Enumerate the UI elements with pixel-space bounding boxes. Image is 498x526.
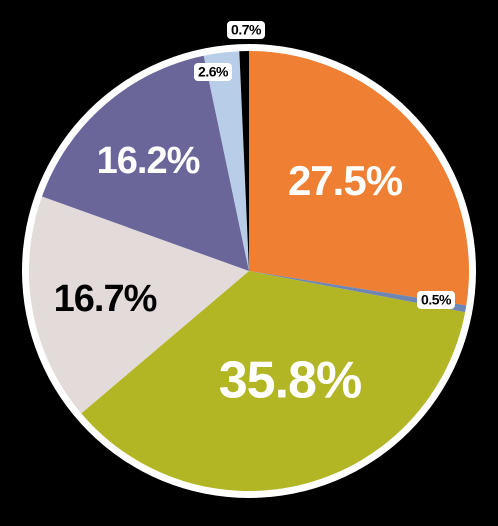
- label-box: [417, 291, 455, 309]
- pie-slice: [249, 51, 470, 306]
- data-label: 16.2%: [97, 140, 200, 182]
- data-label: 2.6%: [198, 64, 229, 80]
- data-label: 0.5%: [421, 292, 452, 308]
- pie-slice: [249, 271, 467, 313]
- pie-slice: [203, 51, 249, 271]
- data-label: 0.7%: [231, 22, 262, 38]
- data-label: 27.5%: [288, 157, 403, 204]
- pie-slice: [239, 51, 249, 271]
- label-box: [227, 21, 265, 39]
- data-label: 35.8%: [219, 352, 361, 410]
- slices: [28, 51, 470, 491]
- pie-slice: [42, 55, 250, 271]
- data-label: 16.7%: [54, 278, 157, 320]
- pie-slice: [81, 271, 466, 491]
- labels: 27.5% 0.5% 35.8% 16.7% 16.2% 2.6% 0.7%: [54, 21, 455, 410]
- label-box: [194, 63, 232, 81]
- pie-slice: [28, 196, 249, 414]
